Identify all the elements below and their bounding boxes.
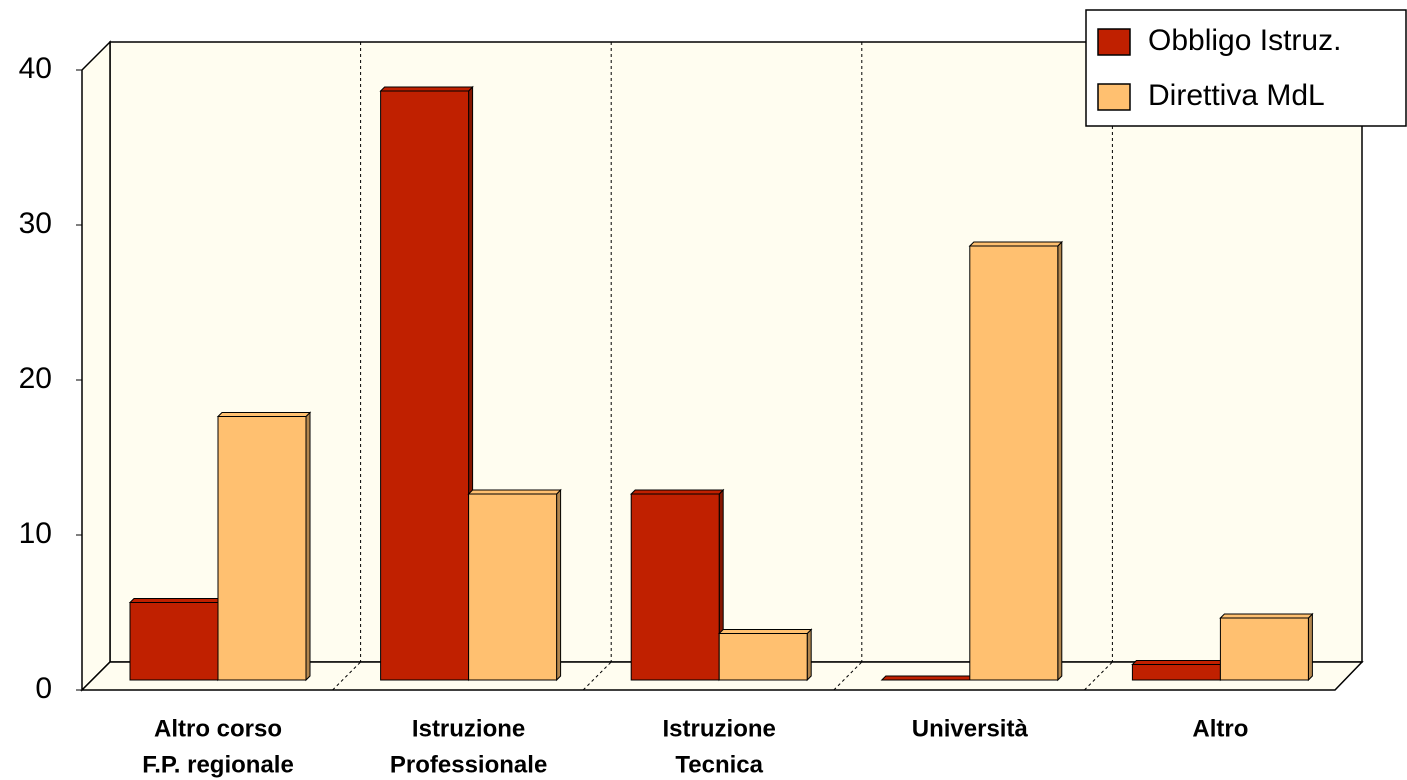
bar-face [305,411,311,682]
bar [1131,659,1226,682]
bar [1219,612,1314,682]
x-tick-label: Professionale [390,751,547,778]
bar-face [556,488,562,682]
bar [968,240,1064,682]
floor-divider [833,661,863,691]
y-tick-label: 30 [19,207,52,240]
bar [379,85,474,682]
bar-face [129,602,219,681]
bar-face [1219,613,1314,619]
y-tick-label: 0 [35,672,52,705]
bar-face [968,241,1064,247]
bar-face [468,493,558,681]
legend-swatch [1097,28,1131,56]
bar-face [1131,660,1226,665]
bar-face [467,489,562,495]
x-tick-label: Tecnica [675,751,763,778]
bar-face [216,412,312,417]
bar [128,597,224,682]
floor-divider [332,661,361,691]
bar [629,488,725,682]
side-wall [81,40,111,692]
x-tick-label: Altro [1192,715,1248,742]
bar-face [629,489,725,495]
legend-label: Direttiva MdL [1148,79,1325,112]
bar-face [1131,664,1221,681]
x-tick-label: Altro corso [154,715,282,742]
y-tick-label: 40 [19,52,52,85]
bar-face [630,493,720,681]
x-tick-label: Istruzione [412,715,525,742]
bar-face [379,86,474,92]
bar-face [969,245,1059,681]
legend-label: Obbligo Istruz. [1148,24,1341,57]
x-tick-label: Istruzione [663,715,776,742]
bar [717,628,813,682]
bar-face [1219,617,1309,681]
bar [216,411,312,682]
bar [467,488,562,682]
legend [1085,9,1407,127]
bar-face [217,416,307,681]
bar-face [1307,612,1313,682]
x-tick-label: F.P. regionale [142,751,294,778]
y-tick-label: 10 [19,517,52,550]
legend-swatch [1097,83,1131,111]
x-tick-label: Università [912,715,1029,742]
bar-face [128,598,224,603]
bar-face [880,675,976,681]
bar-face [380,90,470,681]
bar-face [806,628,812,682]
bar-face [1057,240,1063,682]
bar-face [717,629,813,634]
floor-divider [1084,661,1113,691]
y-tick-label: 20 [19,362,52,395]
floor-divider [582,661,612,691]
bar-face [718,633,808,681]
bar [880,675,976,681]
